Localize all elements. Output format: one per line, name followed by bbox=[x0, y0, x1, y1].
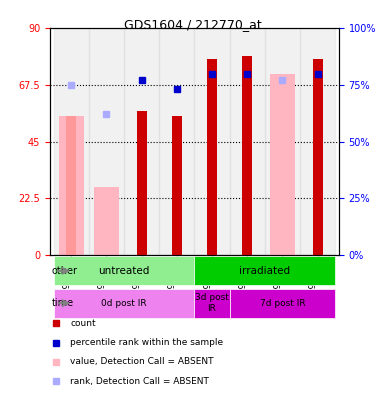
Bar bbox=[300, 28, 335, 255]
Bar bbox=[194, 28, 229, 255]
Bar bbox=[54, 28, 89, 255]
Bar bbox=[265, 28, 300, 255]
FancyBboxPatch shape bbox=[54, 289, 194, 318]
Bar bbox=[159, 28, 194, 255]
FancyBboxPatch shape bbox=[229, 289, 335, 318]
Bar bbox=[89, 28, 124, 255]
Bar bbox=[94, 187, 119, 255]
Text: value, Detection Call = ABSENT: value, Detection Call = ABSENT bbox=[70, 358, 214, 367]
Text: GDS1604 / 212770_at: GDS1604 / 212770_at bbox=[124, 18, 261, 31]
Text: irradiated: irradiated bbox=[239, 266, 290, 276]
Text: rank, Detection Call = ABSENT: rank, Detection Call = ABSENT bbox=[70, 377, 209, 386]
Text: 3d post
IR: 3d post IR bbox=[195, 294, 229, 313]
Text: 7d post IR: 7d post IR bbox=[259, 298, 305, 308]
Text: percentile rank within the sample: percentile rank within the sample bbox=[70, 338, 223, 347]
Bar bbox=[270, 74, 295, 255]
Text: time: time bbox=[52, 298, 74, 308]
Bar bbox=[242, 56, 252, 255]
Bar bbox=[207, 59, 217, 255]
Text: untreated: untreated bbox=[98, 266, 150, 276]
FancyBboxPatch shape bbox=[194, 256, 335, 286]
Text: other: other bbox=[52, 266, 78, 276]
Bar bbox=[66, 116, 76, 255]
Text: 0d post IR: 0d post IR bbox=[101, 298, 147, 308]
Bar bbox=[172, 116, 182, 255]
Bar bbox=[137, 111, 147, 255]
Bar bbox=[59, 116, 84, 255]
Text: count: count bbox=[70, 319, 96, 328]
FancyBboxPatch shape bbox=[194, 289, 229, 318]
Bar bbox=[229, 28, 265, 255]
Bar bbox=[313, 59, 323, 255]
Bar bbox=[124, 28, 159, 255]
FancyBboxPatch shape bbox=[54, 256, 194, 286]
